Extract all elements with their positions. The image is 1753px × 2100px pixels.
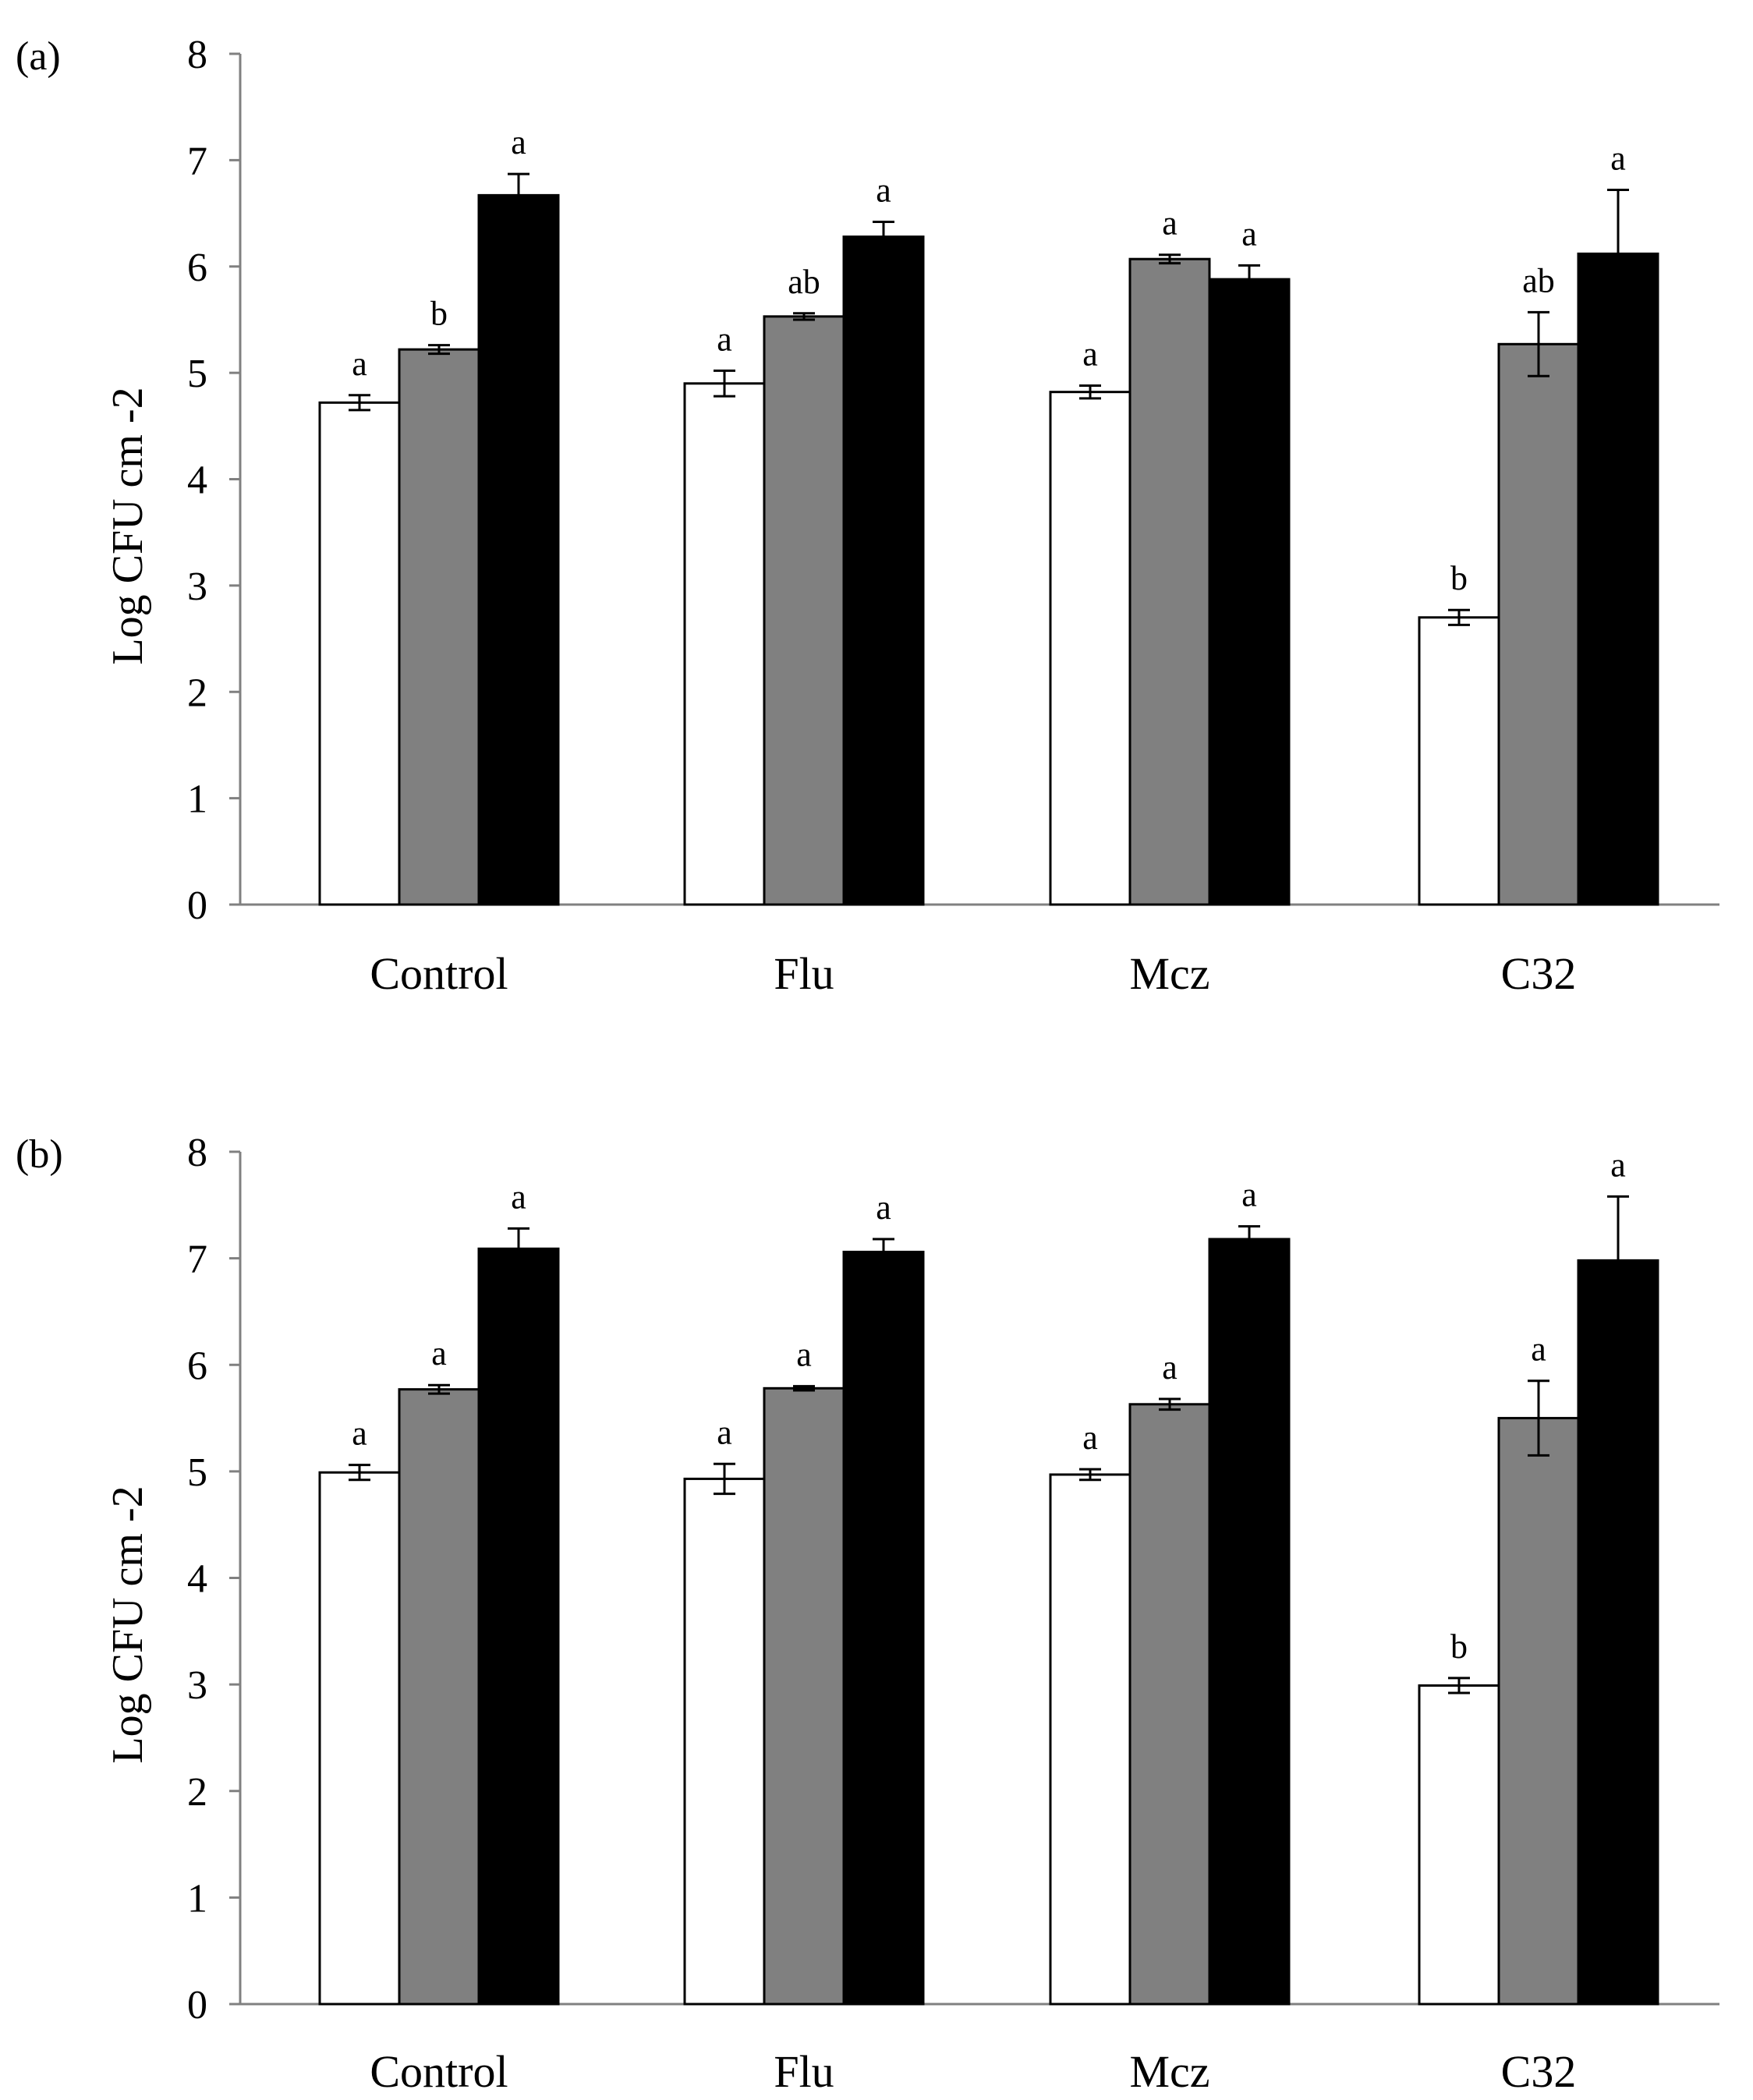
y-tick-label: 3 <box>187 1663 207 1708</box>
y-tick-label: 4 <box>187 459 207 503</box>
bar <box>398 348 480 906</box>
panel-b: (b) 0 1 2 3 4 5 6 7 8 Log CFU cm -2 Control Flu Mcz C3… <box>16 1131 1719 2097</box>
bar <box>1128 257 1211 906</box>
bar <box>763 315 845 906</box>
bar <box>477 193 560 906</box>
x-category-label: C32 <box>1501 2046 1577 2097</box>
significance-label: a <box>1241 214 1257 253</box>
x-category-label: C32 <box>1501 948 1577 999</box>
significance-label: a <box>876 171 891 209</box>
panel-a: (a) 0 1 2 3 4 5 6 7 8 Log CFU cm -2 Control Flu Mcz C3… <box>16 33 1719 999</box>
y-tick-label: 0 <box>187 884 207 928</box>
x-category-label: Control <box>370 948 508 999</box>
y-tick-label: 2 <box>187 1770 207 1815</box>
x-category-label: Flu <box>774 948 834 999</box>
bar <box>842 235 925 906</box>
y-tick-label: 5 <box>187 352 207 396</box>
significance-label: a <box>352 345 367 383</box>
significance-label: a <box>1610 1146 1626 1184</box>
bar <box>477 1247 560 2006</box>
bar <box>683 382 766 906</box>
bar <box>1577 252 1659 906</box>
significance-label: a <box>717 320 732 358</box>
y-tick-label: 4 <box>187 1557 207 1602</box>
y-tick-label: 3 <box>187 565 207 609</box>
significance-label: a <box>511 1177 526 1216</box>
significance-label: b <box>1450 1627 1468 1666</box>
y-tick-label: 6 <box>187 1344 207 1388</box>
significance-label: a <box>1162 1348 1178 1386</box>
y-axis-title: Log CFU cm -2 <box>104 387 152 664</box>
significance-label: a <box>796 1336 812 1374</box>
panel-label: (b) <box>16 1132 63 1177</box>
significance-label: a <box>352 1415 367 1453</box>
significance-label: a <box>1610 140 1626 178</box>
bar <box>1497 342 1580 906</box>
significance-label: ab <box>1522 261 1555 299</box>
y-tick-label: 8 <box>187 1131 207 1175</box>
bar <box>1128 1403 1211 2006</box>
significance-label: a <box>1082 1418 1098 1457</box>
bar <box>763 1386 845 2006</box>
bar <box>1418 616 1500 906</box>
significance-label: a <box>1162 204 1178 243</box>
significance-label: b <box>430 295 448 333</box>
bar <box>1208 1238 1291 2006</box>
significance-label: ab <box>788 263 820 301</box>
y-tick-label: 2 <box>187 671 207 715</box>
x-category-label: Flu <box>774 2046 834 2097</box>
significance-label: a <box>1241 1176 1257 1214</box>
panel-label: (a) <box>16 34 61 79</box>
bar <box>1497 1417 1580 2006</box>
y-tick-label: 5 <box>187 1450 207 1495</box>
bar <box>1049 1473 1131 2006</box>
bar <box>1208 278 1291 906</box>
y-tick-label: 0 <box>187 1983 207 2027</box>
significance-label: a <box>1531 1330 1546 1369</box>
y-tick-label: 1 <box>187 777 207 822</box>
x-category-label: Mcz <box>1129 2046 1209 2097</box>
bar <box>1577 1259 1659 2006</box>
significance-label: a <box>1082 335 1098 373</box>
x-category-label: Control <box>370 2046 508 2097</box>
y-tick-label: 7 <box>187 1238 207 1282</box>
bar <box>1418 1684 1500 2006</box>
y-axis-title: Log CFU cm -2 <box>104 1486 152 1763</box>
bar <box>318 401 401 906</box>
x-category-label: Mcz <box>1129 948 1209 999</box>
bar <box>318 1471 401 2006</box>
significance-label: a <box>876 1188 891 1227</box>
bar <box>842 1250 925 2006</box>
bar <box>1049 391 1131 906</box>
y-tick-label: 1 <box>187 1876 207 1921</box>
significance-label: a <box>717 1413 732 1451</box>
significance-label: a <box>511 123 526 161</box>
y-tick-label: 8 <box>187 33 207 77</box>
bar <box>683 1477 766 2006</box>
y-tick-label: 6 <box>187 246 207 290</box>
significance-label: b <box>1450 559 1468 597</box>
significance-label: a <box>431 1334 447 1372</box>
y-tick-label: 7 <box>187 139 207 183</box>
bar <box>398 1388 480 2006</box>
